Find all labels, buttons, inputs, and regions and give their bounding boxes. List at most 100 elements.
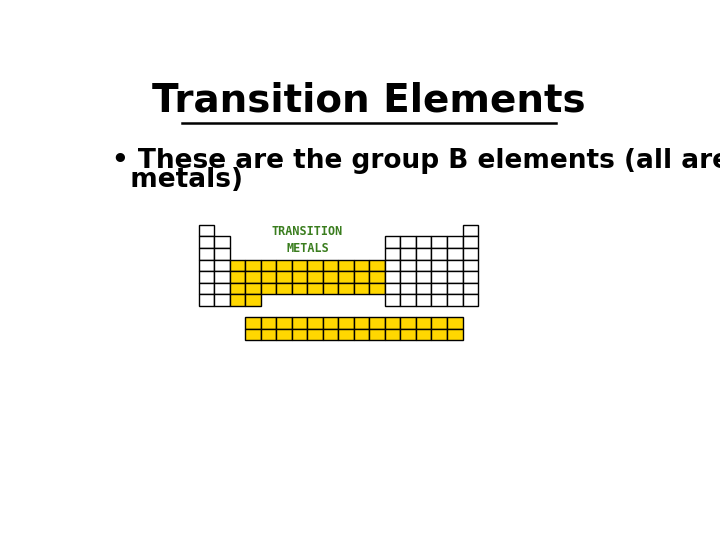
Bar bbox=[246, 282, 261, 294]
Bar bbox=[400, 329, 416, 341]
Bar bbox=[230, 271, 246, 282]
Bar bbox=[416, 294, 431, 306]
Bar bbox=[385, 248, 400, 260]
Bar bbox=[276, 282, 292, 294]
Bar bbox=[447, 260, 462, 271]
Bar bbox=[307, 271, 323, 282]
Bar bbox=[292, 282, 307, 294]
Bar bbox=[215, 271, 230, 282]
Bar bbox=[292, 271, 307, 282]
Bar bbox=[261, 318, 276, 329]
Bar bbox=[416, 260, 431, 271]
Bar bbox=[447, 237, 462, 248]
Bar bbox=[292, 260, 307, 271]
Bar bbox=[199, 271, 215, 282]
Bar bbox=[323, 260, 338, 271]
Bar bbox=[292, 329, 307, 341]
Bar bbox=[447, 282, 462, 294]
Bar bbox=[447, 329, 462, 341]
Bar bbox=[369, 329, 385, 341]
Bar bbox=[292, 318, 307, 329]
Bar bbox=[400, 294, 416, 306]
Bar bbox=[431, 260, 447, 271]
Bar bbox=[199, 237, 215, 248]
Bar bbox=[261, 282, 276, 294]
Bar bbox=[385, 294, 400, 306]
Bar bbox=[447, 294, 462, 306]
Text: metals): metals) bbox=[112, 167, 243, 193]
Bar bbox=[462, 282, 478, 294]
Bar bbox=[246, 294, 261, 306]
Bar bbox=[416, 282, 431, 294]
Bar bbox=[431, 248, 447, 260]
Bar bbox=[307, 260, 323, 271]
Bar bbox=[462, 294, 478, 306]
Bar bbox=[246, 318, 261, 329]
Text: TRANSITION
METALS: TRANSITION METALS bbox=[271, 225, 343, 255]
Bar bbox=[307, 282, 323, 294]
Bar bbox=[276, 271, 292, 282]
Bar bbox=[431, 318, 447, 329]
Bar bbox=[400, 248, 416, 260]
Bar bbox=[246, 260, 261, 271]
Bar bbox=[369, 282, 385, 294]
Bar bbox=[385, 260, 400, 271]
Bar bbox=[323, 282, 338, 294]
Bar bbox=[385, 271, 400, 282]
Bar bbox=[230, 282, 246, 294]
Bar bbox=[416, 248, 431, 260]
Bar bbox=[323, 318, 338, 329]
Bar bbox=[462, 237, 478, 248]
Text: • These are the group B elements (all are: • These are the group B elements (all ar… bbox=[112, 148, 720, 174]
Bar bbox=[215, 237, 230, 248]
Bar bbox=[447, 318, 462, 329]
Bar bbox=[199, 294, 215, 306]
Bar bbox=[354, 318, 369, 329]
Bar bbox=[261, 260, 276, 271]
Bar bbox=[230, 294, 246, 306]
Bar bbox=[431, 271, 447, 282]
Bar bbox=[462, 271, 478, 282]
Bar bbox=[400, 237, 416, 248]
Text: Transition Elements: Transition Elements bbox=[152, 81, 586, 119]
Bar bbox=[385, 329, 400, 341]
Bar bbox=[431, 237, 447, 248]
Bar bbox=[354, 329, 369, 341]
Bar bbox=[230, 260, 246, 271]
Bar bbox=[323, 271, 338, 282]
Bar bbox=[261, 271, 276, 282]
Bar bbox=[462, 260, 478, 271]
Bar bbox=[215, 282, 230, 294]
Bar bbox=[199, 225, 215, 237]
Bar bbox=[400, 318, 416, 329]
Bar bbox=[416, 318, 431, 329]
Bar bbox=[338, 271, 354, 282]
Bar bbox=[400, 260, 416, 271]
Bar bbox=[215, 294, 230, 306]
Bar bbox=[338, 260, 354, 271]
Bar bbox=[338, 318, 354, 329]
Bar bbox=[369, 260, 385, 271]
Bar bbox=[246, 271, 261, 282]
Bar bbox=[400, 271, 416, 282]
Bar bbox=[385, 282, 400, 294]
Bar bbox=[369, 318, 385, 329]
Bar bbox=[323, 329, 338, 341]
Bar bbox=[307, 318, 323, 329]
Bar bbox=[385, 318, 400, 329]
Bar bbox=[447, 271, 462, 282]
Bar bbox=[462, 248, 478, 260]
Bar bbox=[416, 329, 431, 341]
Bar bbox=[416, 237, 431, 248]
Bar bbox=[431, 329, 447, 341]
Bar bbox=[385, 237, 400, 248]
Bar bbox=[307, 329, 323, 341]
Bar bbox=[338, 329, 354, 341]
Bar bbox=[354, 271, 369, 282]
Bar bbox=[431, 282, 447, 294]
Bar bbox=[199, 248, 215, 260]
Bar bbox=[354, 260, 369, 271]
Bar bbox=[261, 329, 276, 341]
Bar bbox=[199, 260, 215, 271]
Bar bbox=[462, 225, 478, 237]
